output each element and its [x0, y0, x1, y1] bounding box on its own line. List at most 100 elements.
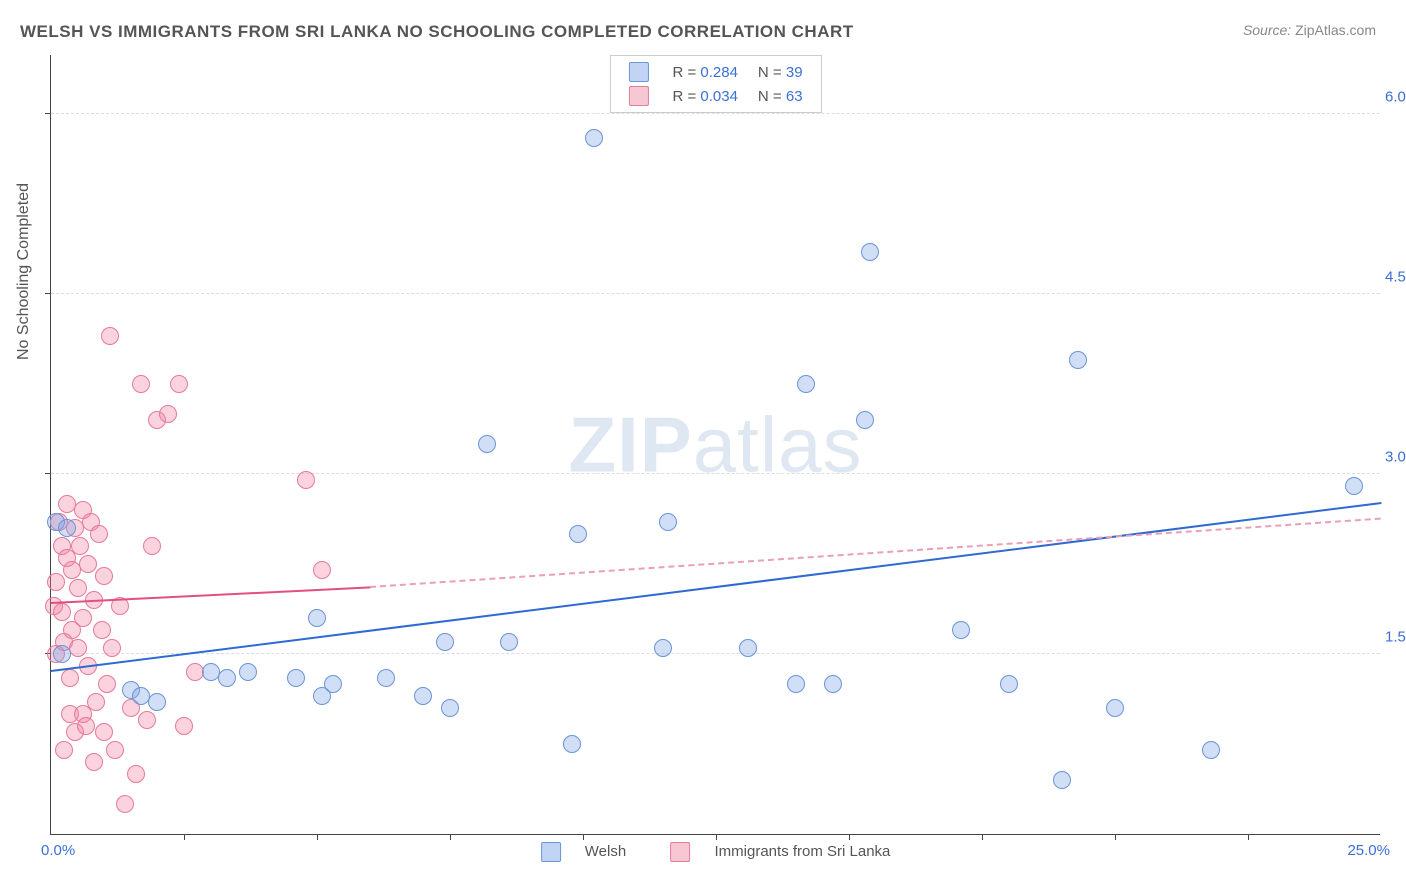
- swatch-series-b: [670, 842, 690, 862]
- r-value-a: 0.284: [700, 64, 738, 81]
- x-tick: [450, 834, 451, 840]
- data-point: [297, 471, 315, 489]
- data-point: [101, 327, 119, 345]
- data-point: [175, 717, 193, 735]
- chart-title: WELSH VS IMMIGRANTS FROM SRI LANKA NO SC…: [20, 22, 854, 42]
- gridline: [51, 653, 1380, 654]
- x-tick: [583, 834, 584, 840]
- r-label: R =: [672, 88, 696, 105]
- data-point: [218, 669, 236, 687]
- data-point: [952, 621, 970, 639]
- y-tick-label: 4.5%: [1385, 269, 1406, 286]
- source-value: ZipAtlas.com: [1295, 22, 1376, 38]
- data-point: [1053, 771, 1071, 789]
- gridline: [51, 293, 1380, 294]
- source-attribution: Source: ZipAtlas.com: [1243, 22, 1376, 38]
- data-point: [98, 675, 116, 693]
- x-axis-max-label: 25.0%: [1347, 842, 1390, 859]
- data-point: [143, 537, 161, 555]
- n-value-b: 63: [786, 88, 803, 105]
- x-tick: [1248, 834, 1249, 840]
- scatter-plot-area: ZIPatlas R = 0.284 N = 39 R = 0.034 N = …: [50, 55, 1380, 835]
- data-point: [106, 741, 124, 759]
- y-axis-title: No Schooling Completed: [15, 183, 33, 360]
- x-tick: [849, 834, 850, 840]
- data-point: [79, 555, 97, 573]
- gridline: [51, 473, 1380, 474]
- data-point: [53, 603, 71, 621]
- data-point: [654, 639, 672, 657]
- y-tick: [45, 293, 51, 294]
- legend-label-a: Welsh: [585, 843, 626, 860]
- watermark: ZIPatlas: [568, 399, 862, 490]
- data-point: [500, 633, 518, 651]
- data-point: [69, 639, 87, 657]
- watermark-bold: ZIP: [568, 400, 692, 488]
- data-point: [47, 573, 65, 591]
- data-point: [824, 675, 842, 693]
- y-tick-label: 3.0%: [1385, 449, 1406, 466]
- data-point: [58, 519, 76, 537]
- r-label: R =: [672, 64, 696, 81]
- data-point: [103, 639, 121, 657]
- data-point: [856, 411, 874, 429]
- n-label: N =: [758, 88, 782, 105]
- data-point: [787, 675, 805, 693]
- data-point: [87, 693, 105, 711]
- swatch-series-b: [628, 86, 648, 106]
- data-point: [585, 129, 603, 147]
- data-point: [478, 435, 496, 453]
- data-point: [377, 669, 395, 687]
- data-point: [239, 663, 257, 681]
- n-label: N =: [758, 64, 782, 81]
- data-point: [95, 723, 113, 741]
- data-point: [659, 513, 677, 531]
- y-tick-label: 1.5%: [1385, 629, 1406, 646]
- correlation-legend: R = 0.284 N = 39 R = 0.034 N = 63: [609, 55, 821, 113]
- data-point: [313, 561, 331, 579]
- data-point: [1345, 477, 1363, 495]
- source-label: Source:: [1243, 22, 1291, 38]
- data-point: [93, 621, 111, 639]
- y-tick: [45, 113, 51, 114]
- data-point: [55, 741, 73, 759]
- r-value-b: 0.034: [700, 88, 738, 105]
- data-point: [563, 735, 581, 753]
- data-point: [148, 693, 166, 711]
- series-legend: Welsh Immigrants from Sri Lanka: [521, 842, 911, 862]
- data-point: [127, 765, 145, 783]
- data-point: [77, 717, 95, 735]
- x-tick: [184, 834, 185, 840]
- data-point: [797, 375, 815, 393]
- watermark-rest: atlas: [693, 400, 863, 488]
- legend-label-b: Immigrants from Sri Lanka: [715, 843, 891, 860]
- gridline: [51, 113, 1380, 114]
- data-point: [61, 669, 79, 687]
- data-point: [324, 675, 342, 693]
- data-point: [739, 639, 757, 657]
- data-point: [90, 525, 108, 543]
- trend-line: [51, 502, 1381, 672]
- data-point: [116, 795, 134, 813]
- data-point: [85, 753, 103, 771]
- data-point: [1106, 699, 1124, 717]
- data-point: [159, 405, 177, 423]
- data-point: [1069, 351, 1087, 369]
- data-point: [69, 579, 87, 597]
- data-point: [74, 609, 92, 627]
- data-point: [414, 687, 432, 705]
- y-tick: [45, 473, 51, 474]
- x-tick: [1115, 834, 1116, 840]
- trend-line: [370, 518, 1381, 588]
- data-point: [95, 567, 113, 585]
- data-point: [71, 537, 89, 555]
- data-point: [436, 633, 454, 651]
- swatch-series-a: [541, 842, 561, 862]
- data-point: [170, 375, 188, 393]
- data-point: [1202, 741, 1220, 759]
- data-point: [138, 711, 156, 729]
- data-point: [132, 375, 150, 393]
- data-point: [861, 243, 879, 261]
- legend-row-series-a: R = 0.284 N = 39: [618, 60, 812, 84]
- data-point: [308, 609, 326, 627]
